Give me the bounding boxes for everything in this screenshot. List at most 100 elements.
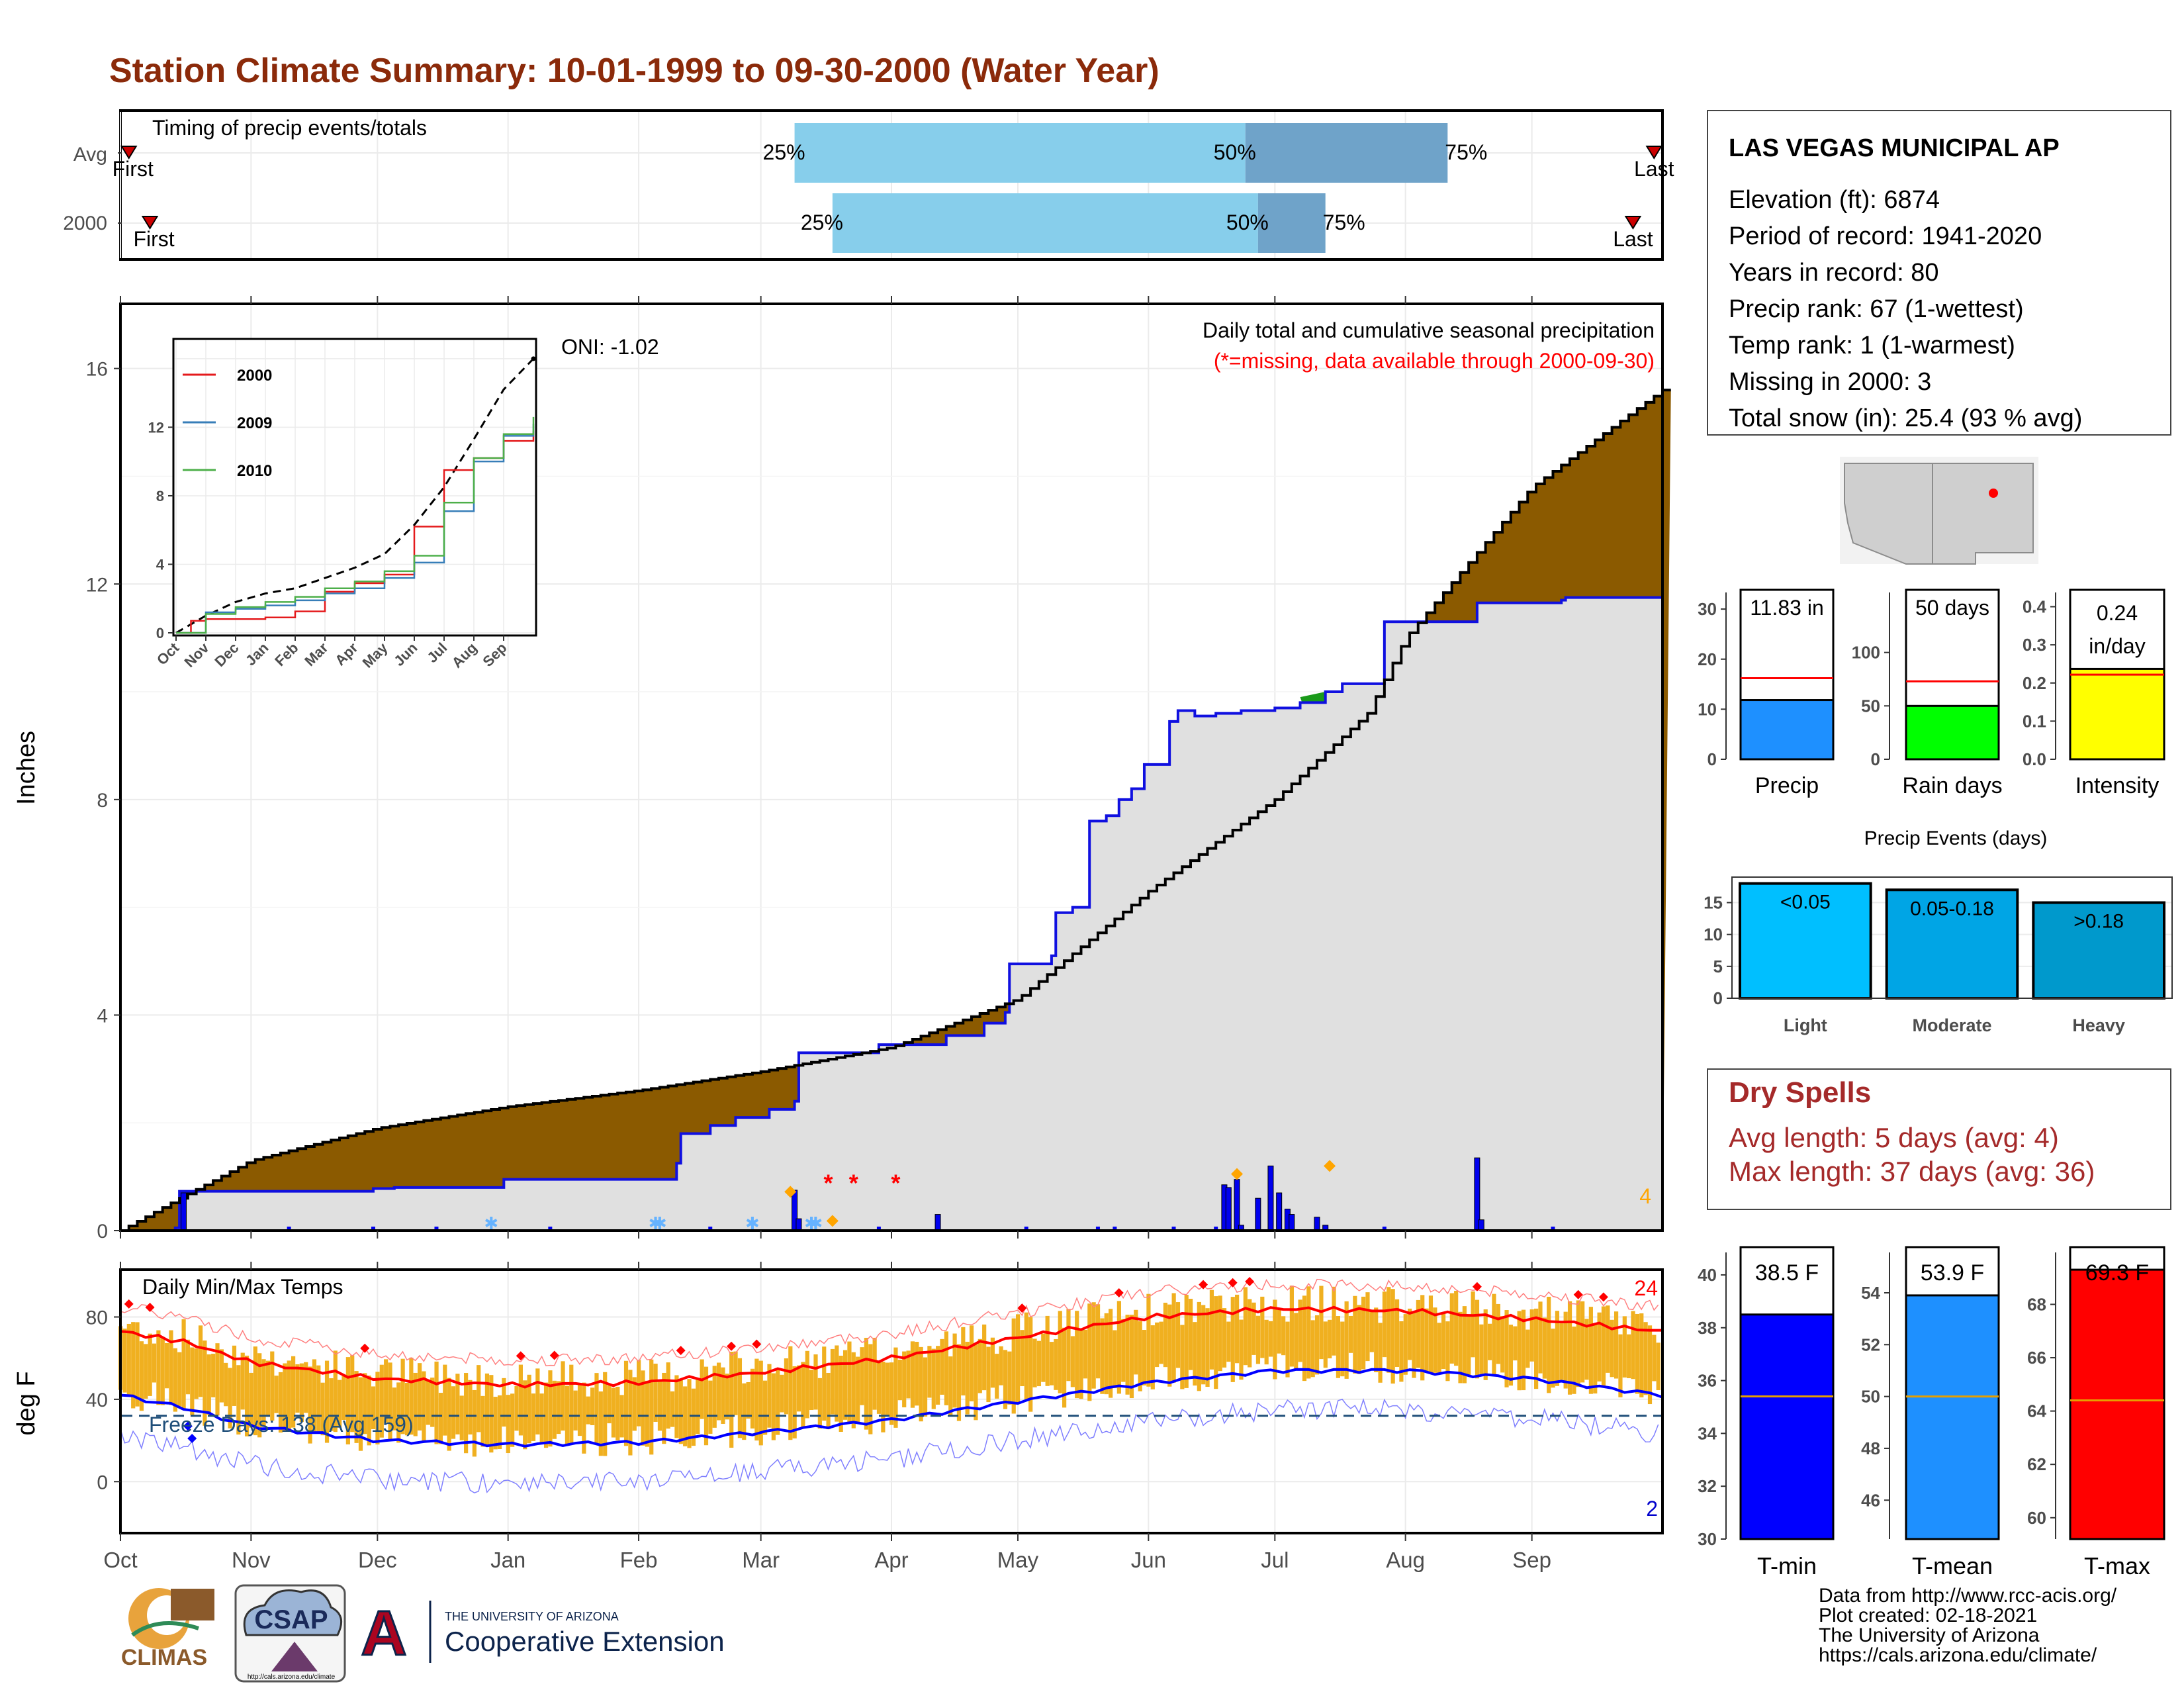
- precip-ylabel: Inches: [13, 731, 40, 805]
- new-mexico-shape: [1932, 463, 2034, 565]
- daily-temp-bar: [160, 1338, 165, 1405]
- daily-temp-bar: [893, 1347, 898, 1428]
- daily-temp-bar: [1100, 1318, 1105, 1394]
- daily-temp-bar: [1054, 1338, 1058, 1390]
- daily-temp-bar: [1015, 1314, 1021, 1403]
- daily-temp-bar: [649, 1359, 654, 1455]
- daily-temp-bar: [737, 1358, 743, 1438]
- daily-temp-bar: [1294, 1313, 1298, 1370]
- events-tick-label: 15: [1704, 893, 1723, 913]
- daily-temp-bar: [1580, 1301, 1585, 1383]
- daily-temp-bar: [1572, 1327, 1576, 1394]
- daily-temp-bar: [662, 1372, 666, 1444]
- daily-temp-bar: [936, 1346, 940, 1405]
- orange-diamond-icon: [1231, 1168, 1244, 1180]
- temp-summary-name-label: T-min: [1757, 1552, 1817, 1579]
- daily-temp-bar: [598, 1391, 603, 1456]
- temp-summary-tick-label: 50: [1861, 1387, 1880, 1407]
- daily-temp-bar: [864, 1337, 869, 1430]
- snow-icon: ✱: [745, 1213, 760, 1233]
- daily-temp-bar: [388, 1362, 392, 1441]
- figure-title: Station Climate Summary: 10-01-1999 to 0…: [109, 52, 1160, 90]
- daily-temp-bar: [792, 1366, 797, 1439]
- timing-bar-50-75: [1245, 123, 1448, 183]
- temp-xtick-label: Dec: [358, 1548, 397, 1572]
- station-precip-rank: Precip rank: 67 (1-wettest): [1729, 295, 2024, 323]
- temp-summary-name-label: T-mean: [1912, 1552, 1993, 1579]
- record-high-marker-icon: [516, 1351, 525, 1361]
- daily-precip-bar: [934, 1214, 941, 1231]
- daily-temp-bar: [758, 1360, 763, 1446]
- temp-ytick-label: 0: [97, 1472, 108, 1493]
- footer-url: https://cals.arizona.edu/climate/: [1819, 1644, 2097, 1666]
- daily-temp-bar: [1529, 1309, 1534, 1362]
- daily-precip-bar: [1314, 1217, 1320, 1231]
- daily-temp-bar: [543, 1382, 549, 1448]
- daily-temp-bar: [464, 1373, 469, 1454]
- daily-temp-bar: [1150, 1325, 1155, 1389]
- events-tick-label: 10: [1704, 925, 1723, 945]
- daily-temp-bar: [1121, 1319, 1126, 1382]
- events-category-label: Heavy: [2072, 1015, 2125, 1035]
- summary-value-label-unit: in/day: [2089, 634, 2145, 658]
- daily-temp-bar: [986, 1346, 991, 1403]
- daily-temp-bar: [181, 1319, 186, 1411]
- daily-temp-bar: [1003, 1350, 1008, 1409]
- daily-temp-bar: [1146, 1293, 1151, 1387]
- inset-ytick-label: 12: [148, 419, 164, 436]
- daily-temp-bar: [860, 1347, 864, 1405]
- daily-temp-bar: [704, 1366, 709, 1446]
- daily-temp-bar: [1445, 1321, 1450, 1382]
- daily-temp-bar: [1610, 1319, 1614, 1378]
- daily-temp-bar: [144, 1344, 148, 1399]
- daily-temp-bar: [817, 1378, 822, 1429]
- daily-temp-bar: [801, 1362, 805, 1428]
- daily-temp-bar: [1412, 1312, 1416, 1378]
- daily-temp-bar: [1075, 1311, 1079, 1399]
- record-high-marker-icon: [752, 1339, 762, 1349]
- daily-temp-bar: [1049, 1342, 1054, 1385]
- inset-endpoint: [531, 356, 536, 361]
- timing-p75-label: 75%: [1323, 211, 1365, 234]
- daily-temp-bar: [1188, 1298, 1193, 1370]
- daily-temp-bar: [177, 1352, 182, 1407]
- daily-temp-bar: [1230, 1297, 1235, 1382]
- daily-temp-bar: [1500, 1316, 1505, 1373]
- daily-temp-bar: [1387, 1287, 1391, 1373]
- daily-temp-bar: [776, 1368, 780, 1435]
- record-high-marker-icon: [549, 1350, 559, 1360]
- daily-precip-bar: [1289, 1214, 1295, 1231]
- daily-temp-bar: [1036, 1340, 1042, 1387]
- summary-name-label: Precip: [1755, 773, 1819, 798]
- daily-temp-bar: [1547, 1296, 1551, 1393]
- daily-temp-bar: [1011, 1318, 1016, 1414]
- daily-temp-bar: [1062, 1327, 1067, 1408]
- temp-summary-name-label: T-max: [2084, 1552, 2150, 1579]
- daily-temp-bar: [244, 1355, 250, 1436]
- daily-temp-bar: [1340, 1321, 1345, 1377]
- daily-temp-bar: [1268, 1321, 1273, 1357]
- daily-temp-bar: [219, 1349, 224, 1403]
- daily-temp-bar: [135, 1322, 140, 1407]
- daily-temp-bar: [1298, 1299, 1302, 1362]
- daily-temp-bar: [1155, 1322, 1160, 1368]
- daily-temp-bar: [1319, 1286, 1324, 1360]
- daily-temp-bar: [1597, 1312, 1602, 1382]
- events-bar-label: <0.05: [1780, 892, 1831, 914]
- daily-temp-bar: [341, 1376, 346, 1421]
- timing-row-label-year: 2000: [63, 212, 107, 234]
- daily-precip-bar: [1095, 1227, 1100, 1231]
- daily-temp-bar: [384, 1359, 388, 1423]
- daily-temp-bar: [868, 1344, 873, 1434]
- daily-temp-bar: [552, 1380, 557, 1439]
- dry-spells-avg: Avg length: 5 days (avg: 4): [1729, 1122, 2059, 1153]
- timing-last-label: Last: [1634, 157, 1674, 181]
- daily-temp-bar: [506, 1395, 510, 1454]
- daily-temp-bar: [274, 1376, 279, 1413]
- temp-summary-tick-label: 36: [1698, 1371, 1717, 1391]
- summary-bar-precip: 0 10 20 30 11.83 in Precip: [1698, 588, 1835, 798]
- daily-temp-bar: [919, 1346, 923, 1422]
- daily-temp-bar: [363, 1373, 367, 1434]
